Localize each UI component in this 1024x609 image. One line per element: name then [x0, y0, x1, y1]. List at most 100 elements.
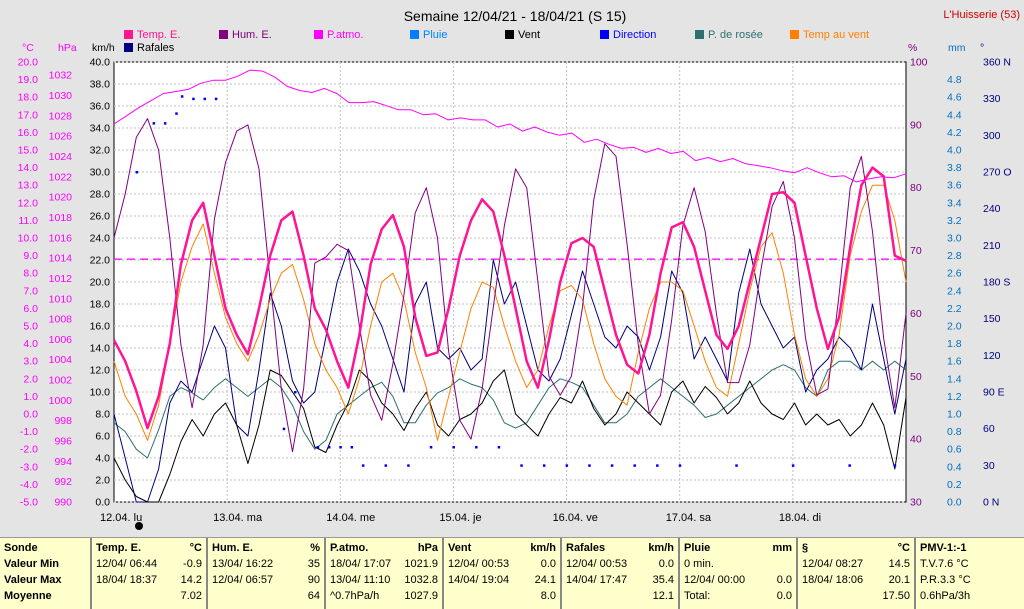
tick-label-temp_c: 11.0	[18, 215, 38, 227]
stats-sect-min-date: 12/04/ 08:27	[802, 558, 864, 570]
legend-label: Rafales	[137, 42, 175, 54]
tick-label-rain_mm: 1.0	[947, 409, 962, 421]
stats-avg-label: Moyenne	[4, 590, 52, 602]
tick-label-temp_c: 2.0	[23, 373, 38, 385]
tick-label-pressure_hpa: 1006	[49, 334, 73, 346]
stats-pmv: PMV-1:-1 T.V.7.6 °C P.R.3.3 °C 0.6hPa/3h	[914, 538, 1024, 609]
stats-vent-unit: km/h	[530, 542, 556, 554]
direction-point	[610, 464, 614, 467]
day-label: 15.04. je	[439, 512, 481, 524]
direction-point	[214, 97, 218, 101]
direction-point	[327, 446, 331, 449]
tick-label-temp_c: 9.0	[23, 250, 38, 262]
tick-label-direction_deg: 270 O	[983, 167, 1012, 179]
direction-point	[893, 464, 897, 467]
tick-label-pressure_hpa: 1008	[49, 314, 73, 326]
stats-sect-max-date: 18/04/ 18:06	[802, 574, 864, 586]
axis-labels: 20.0 19.0 18.0 17.0 16.0 15.0 14.0 13.0 12.0 11.0…	[18, 42, 1012, 509]
tick-label-temp_c: 19.0	[18, 74, 39, 86]
tick-label-rain_mm: 4.8	[947, 74, 962, 86]
tick-label-rain_mm: 0.0	[947, 497, 962, 509]
stats-pmv-trend: 0.6hPa/3h	[920, 590, 971, 602]
direction-point	[475, 446, 478, 449]
unit-label-rain_mm: mm	[948, 42, 966, 54]
weather-chart: Semaine 12/04/21 - 18/04/21 (S 15) L'Hui…	[17, 8, 1020, 530]
legend-label: Temp. E.	[137, 29, 180, 41]
tick-label-rain_mm: 2.8	[947, 250, 962, 262]
stats-sect-min-val: 14.5	[888, 558, 910, 570]
tick-label-wind_kmh: 36.0	[90, 101, 111, 113]
stats-vent: Vent km/h 12/04/ 00:53 0.0 14/04/ 19:04 …	[442, 538, 560, 609]
tick-label-rain_mm: 3.2	[947, 215, 962, 227]
series-temp-au-vent	[113, 184, 907, 441]
tick-label-pressure_hpa: 1032	[49, 70, 73, 82]
tick-label-pressure_hpa: 1022	[49, 171, 73, 183]
tick-label-temp_c: 8.0	[23, 268, 38, 280]
day-label: 17.04. sa	[666, 512, 712, 524]
legend-label: P.atmo.	[327, 29, 364, 41]
stats-hum: Hum. E. % 13/04/ 16:22 35 12/04/ 06:57 9…	[206, 538, 324, 609]
stats-rafales-max-date: 14/04/ 17:47	[566, 574, 628, 586]
tick-label-wind_kmh: 2.0	[95, 475, 110, 487]
tick-label-humidity_pct: 70	[910, 245, 922, 257]
legend: Temp. E. Hum. E. P.atmo. Pluie Vent Direction…	[124, 29, 869, 54]
tick-label-rain_mm: 3.0	[947, 233, 962, 245]
tick-label-direction_deg: 0 N	[983, 497, 999, 509]
stats-patmo-max-val: 1032.8	[404, 574, 438, 586]
tick-label-wind_kmh: 4.0	[95, 453, 110, 465]
stats-temp-title: Temp. E.	[96, 542, 142, 554]
stats-patmo-trend: ^0.7hPa/h	[330, 590, 380, 602]
unit-label-wind_kmh: km/h	[92, 42, 115, 54]
tick-label-humidity_pct: 50	[910, 371, 922, 383]
stats-hum-min-date: 13/04/ 16:22	[212, 558, 274, 570]
tick-label-direction_deg: 60	[983, 423, 995, 435]
tick-label-pressure_hpa: 996	[54, 436, 72, 448]
stats-pluie-unit: mm	[772, 542, 792, 554]
tick-label-rain_mm: 3.8	[947, 162, 962, 174]
series-hum-e-	[113, 118, 907, 453]
tick-label-direction_deg: 150	[983, 313, 1001, 325]
direction-point	[656, 464, 659, 467]
tick-label-temp_c: -1.0	[20, 426, 38, 438]
tick-label-temp_c: -5.0	[20, 497, 38, 509]
tick-label-pressure_hpa: 1010	[49, 293, 73, 305]
grid	[114, 61, 906, 503]
stats-temp-unit: °C	[189, 542, 202, 554]
stats-pmv-title: PMV-1:-1	[920, 542, 967, 554]
tick-label-pressure_hpa: 1020	[49, 192, 73, 204]
tick-label-wind_kmh: 22.0	[90, 255, 111, 267]
tick-label-rain_mm: 0.2	[947, 479, 962, 491]
stats-rafales: Rafales km/h 12/04/ 00:53 0.0 14/04/ 17:…	[560, 538, 678, 609]
tick-label-pressure_hpa: 1016	[49, 232, 73, 244]
direction-point	[542, 464, 546, 467]
tick-label-direction_deg: 120	[983, 350, 1001, 362]
tick-label-pressure_hpa: 1014	[49, 253, 73, 265]
tick-label-wind_kmh: 40.0	[90, 57, 111, 69]
direction-point	[735, 464, 738, 467]
tick-label-temp_c: 5.0	[23, 321, 38, 333]
tick-label-temp_c: 17.0	[18, 109, 39, 121]
tick-label-rain_mm: 2.0	[947, 321, 962, 333]
direction-point	[163, 122, 167, 125]
tick-label-temp_c: 7.0	[23, 285, 38, 297]
series-direction	[135, 95, 897, 467]
stats-rafales-unit: km/h	[648, 542, 674, 554]
tick-label-direction_deg: 30	[983, 460, 995, 472]
statistics-table: Sonde Valeur Min Valeur Max Moyenne Temp…	[0, 537, 1024, 609]
stats-sect-title: §	[802, 542, 809, 554]
tick-label-rain_mm: 2.4	[947, 285, 962, 297]
stats-patmo-max-date: 13/04/ 11:10	[330, 574, 391, 586]
tick-label-temp_c: -2.0	[20, 444, 38, 456]
current-day-marker	[135, 522, 143, 530]
tick-label-wind_kmh: 38.0	[90, 79, 111, 91]
tick-label-temp_c: 13.0	[18, 180, 39, 192]
stats-max-label: Valeur Max	[4, 574, 62, 586]
day-label: 16.04. ve	[553, 512, 598, 524]
legend-swatch	[124, 30, 133, 39]
tick-label-humidity_pct: 100	[910, 57, 928, 69]
stats-temp-max-date: 18/04/ 18:37	[96, 574, 158, 586]
stats-rafales-min-val: 0.0	[658, 558, 674, 570]
tick-label-wind_kmh: 24.0	[90, 233, 111, 245]
stats-rafales-avg: 12.1	[652, 590, 674, 602]
tick-label-rain_mm: 0.8	[947, 426, 962, 438]
